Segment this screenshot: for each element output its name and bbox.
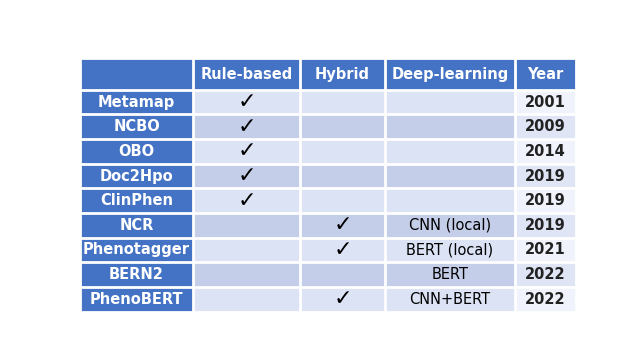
Text: 2021: 2021 (525, 243, 566, 258)
Text: CNN+BERT: CNN+BERT (409, 292, 490, 307)
Text: 2019: 2019 (525, 169, 566, 183)
Text: ✓: ✓ (237, 117, 256, 137)
Bar (193, 238, 300, 262)
Bar (193, 213, 300, 238)
Text: 2009: 2009 (525, 119, 566, 134)
Text: OBO: OBO (118, 144, 155, 159)
Bar (385, 287, 515, 312)
Bar (515, 139, 576, 164)
Text: 2019: 2019 (525, 218, 566, 233)
Text: BERN2: BERN2 (109, 267, 164, 282)
Text: Deep-learning: Deep-learning (391, 66, 508, 82)
Text: 2001: 2001 (525, 94, 566, 110)
Bar (193, 139, 300, 164)
Text: Phenotagger: Phenotagger (83, 243, 190, 258)
Text: BERT: BERT (431, 267, 468, 282)
Text: 2022: 2022 (525, 292, 566, 307)
Text: NCBO: NCBO (113, 119, 160, 134)
Bar (515, 90, 576, 114)
Text: 2022: 2022 (525, 267, 566, 282)
Text: ✓: ✓ (237, 141, 256, 161)
Bar (385, 58, 515, 90)
Text: ✓: ✓ (237, 166, 256, 186)
Bar (515, 213, 576, 238)
Text: BERT (local): BERT (local) (406, 243, 493, 258)
Bar (515, 188, 576, 213)
Bar (80, 164, 193, 188)
Bar (515, 164, 576, 188)
Text: PhenoBERT: PhenoBERT (90, 292, 184, 307)
Bar (515, 114, 576, 139)
Bar (193, 287, 300, 312)
Bar (300, 238, 385, 262)
Text: Metamap: Metamap (98, 94, 175, 110)
Bar (80, 213, 193, 238)
Bar (385, 164, 515, 188)
Bar (515, 58, 576, 90)
Text: 2014: 2014 (525, 144, 566, 159)
Bar (80, 262, 193, 287)
Text: ✓: ✓ (237, 191, 256, 211)
Bar (80, 139, 193, 164)
Text: ClinPhen: ClinPhen (100, 193, 173, 208)
Text: Rule-based: Rule-based (201, 66, 293, 82)
Bar (80, 188, 193, 213)
Text: ✓: ✓ (333, 240, 352, 260)
Bar (193, 262, 300, 287)
Bar (193, 114, 300, 139)
Bar (300, 164, 385, 188)
Text: 2019: 2019 (525, 193, 566, 208)
Bar (300, 139, 385, 164)
Bar (193, 164, 300, 188)
Bar (80, 58, 193, 90)
Bar (385, 188, 515, 213)
Bar (80, 238, 193, 262)
Text: Year: Year (527, 66, 564, 82)
Text: CNN (local): CNN (local) (409, 218, 491, 233)
Bar (300, 114, 385, 139)
Bar (300, 188, 385, 213)
Text: Doc2Hpo: Doc2Hpo (100, 169, 173, 183)
Text: NCR: NCR (120, 218, 154, 233)
Bar (193, 58, 300, 90)
Text: ✓: ✓ (333, 289, 352, 309)
Bar (385, 114, 515, 139)
Bar (193, 188, 300, 213)
Bar (385, 213, 515, 238)
Bar (385, 90, 515, 114)
Bar (385, 238, 515, 262)
Bar (300, 213, 385, 238)
Text: ✓: ✓ (237, 92, 256, 112)
Bar (515, 287, 576, 312)
Bar (385, 139, 515, 164)
Bar (515, 238, 576, 262)
Bar (300, 58, 385, 90)
Bar (300, 90, 385, 114)
Bar (300, 262, 385, 287)
Bar (515, 262, 576, 287)
Bar (300, 287, 385, 312)
Bar (385, 262, 515, 287)
Bar (80, 90, 193, 114)
Text: Hybrid: Hybrid (315, 66, 370, 82)
Bar (80, 287, 193, 312)
Bar (193, 90, 300, 114)
Text: ✓: ✓ (333, 215, 352, 235)
Bar (80, 114, 193, 139)
